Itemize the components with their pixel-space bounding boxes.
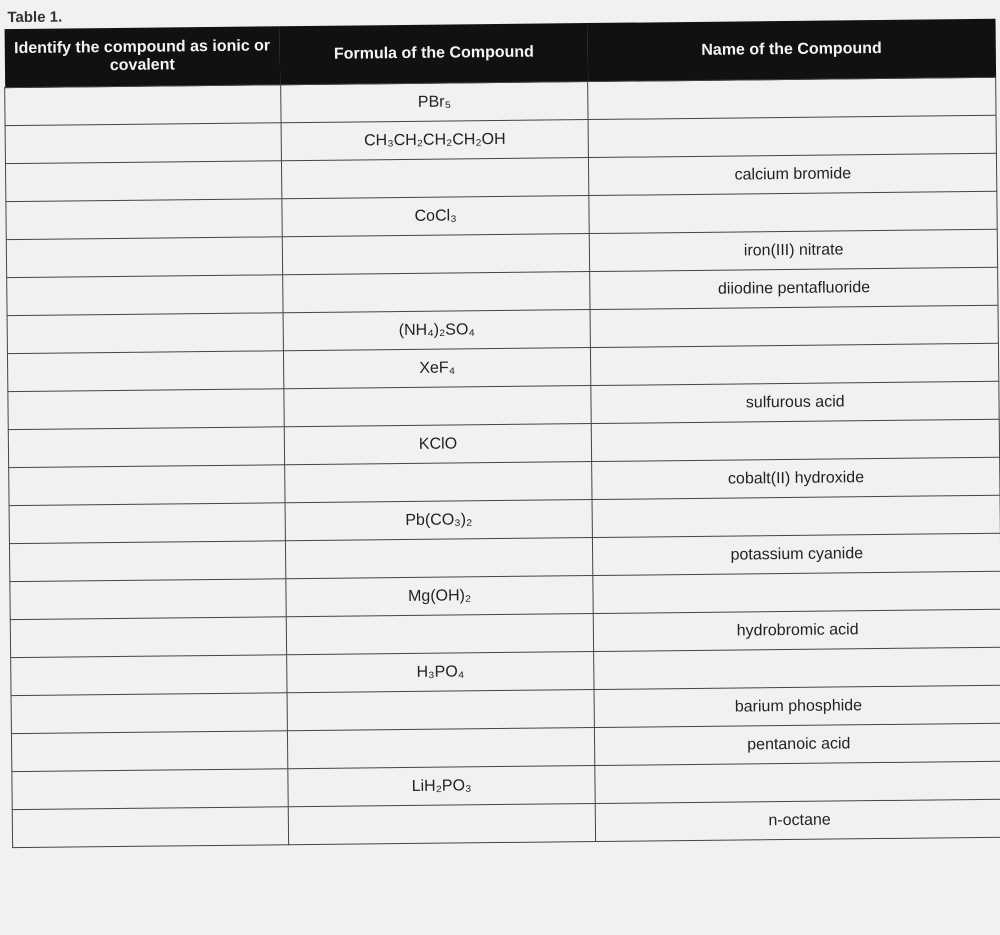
formula-cell[interactable] (287, 727, 596, 769)
ionic-covalent-cell[interactable] (5, 198, 282, 240)
formula-cell: XeF₄ (283, 347, 592, 389)
ionic-covalent-cell[interactable] (12, 806, 289, 848)
ionic-covalent-cell[interactable] (7, 350, 284, 392)
formula-cell: H₃PO₄ (286, 651, 595, 693)
ionic-covalent-cell[interactable] (9, 578, 286, 620)
name-cell: iron(III) nitrate (589, 229, 998, 272)
ionic-covalent-cell[interactable] (6, 236, 283, 278)
formula-cell: LiH₂PO₃ (287, 765, 596, 807)
header-formula: Formula of the Compound (279, 23, 589, 85)
formula-cell: CH₃CH₂CH₂CH₂OH (280, 119, 589, 161)
formula-cell: Mg(OH)₂ (285, 575, 594, 617)
ionic-covalent-cell[interactable] (8, 426, 285, 468)
ionic-covalent-cell[interactable] (9, 502, 286, 544)
name-cell: cobalt(II) hydroxide (592, 457, 1000, 500)
ionic-covalent-cell[interactable] (4, 84, 281, 126)
ionic-covalent-cell[interactable] (8, 464, 285, 506)
formula-cell[interactable] (281, 233, 591, 275)
ionic-covalent-cell[interactable] (10, 654, 287, 696)
header-ionic-covalent: Identify the compound as ionic or covale… (4, 26, 281, 88)
name-cell[interactable] (595, 761, 1000, 804)
table-caption: Table 1. (7, 8, 63, 27)
ionic-covalent-cell[interactable] (11, 730, 288, 772)
formula-cell[interactable] (283, 385, 592, 427)
name-cell[interactable] (593, 571, 1000, 614)
compound-table: Identify the compound as ionic or covale… (4, 18, 1000, 848)
name-cell[interactable] (589, 191, 998, 234)
ionic-covalent-cell[interactable] (5, 122, 282, 164)
ionic-covalent-cell[interactable] (10, 616, 287, 658)
name-cell: calcium bromide (588, 153, 997, 196)
ionic-covalent-cell[interactable] (11, 692, 288, 734)
name-cell[interactable] (588, 115, 997, 158)
ionic-covalent-cell[interactable] (6, 274, 283, 316)
name-cell[interactable] (588, 77, 997, 120)
formula-cell: CoCl₃ (281, 195, 590, 237)
formula-cell[interactable] (287, 803, 597, 845)
formula-cell: KClO (283, 423, 593, 465)
formula-cell[interactable] (284, 461, 593, 503)
name-cell[interactable] (590, 343, 999, 386)
ionic-covalent-cell[interactable] (11, 768, 288, 810)
ionic-covalent-cell[interactable] (7, 312, 284, 354)
name-cell[interactable] (591, 419, 1000, 462)
header-row: Identify the compound as ionic or covale… (4, 18, 996, 88)
name-cell: barium phosphide (594, 685, 1000, 728)
ionic-covalent-cell[interactable] (7, 388, 284, 430)
formula-cell[interactable] (281, 157, 590, 199)
formula-cell[interactable] (286, 689, 595, 731)
formula-cell[interactable] (282, 271, 591, 313)
formula-cell: PBr₅ (280, 81, 589, 123)
formula-cell: Pb(CO₃)₂ (284, 499, 593, 541)
formula-cell[interactable] (285, 537, 594, 579)
formula-cell: (NH₄)₂SO₄ (282, 309, 591, 351)
ionic-covalent-cell[interactable] (9, 540, 286, 582)
name-cell[interactable] (590, 305, 999, 348)
name-cell: potassium cyanide (592, 533, 1000, 576)
name-cell: hydrobromic acid (593, 609, 1000, 652)
name-cell: pentanoic acid (594, 723, 1000, 766)
name-cell: sulfurous acid (591, 381, 1000, 424)
name-cell: n-octane (595, 799, 1000, 842)
name-cell[interactable] (594, 647, 1000, 690)
header-name: Name of the Compound (587, 18, 996, 82)
formula-cell[interactable] (285, 613, 595, 655)
name-cell: diiodine pentafluoride (590, 267, 999, 310)
name-cell[interactable] (592, 495, 1000, 538)
ionic-covalent-cell[interactable] (5, 160, 282, 202)
